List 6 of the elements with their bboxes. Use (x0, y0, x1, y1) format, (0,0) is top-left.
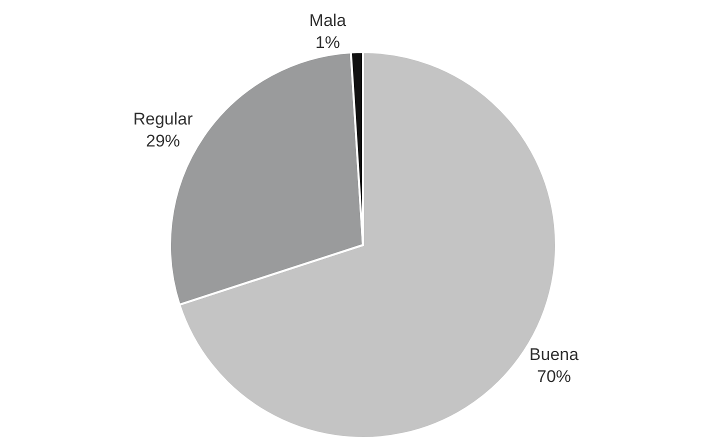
slice-label: Regular (133, 109, 194, 128)
slice-label: Buena (529, 344, 580, 364)
data-label: 70% (536, 367, 572, 386)
slice-label: Mala (309, 11, 347, 30)
data-label: 1% (315, 33, 340, 52)
data-label: 29% (146, 132, 180, 151)
